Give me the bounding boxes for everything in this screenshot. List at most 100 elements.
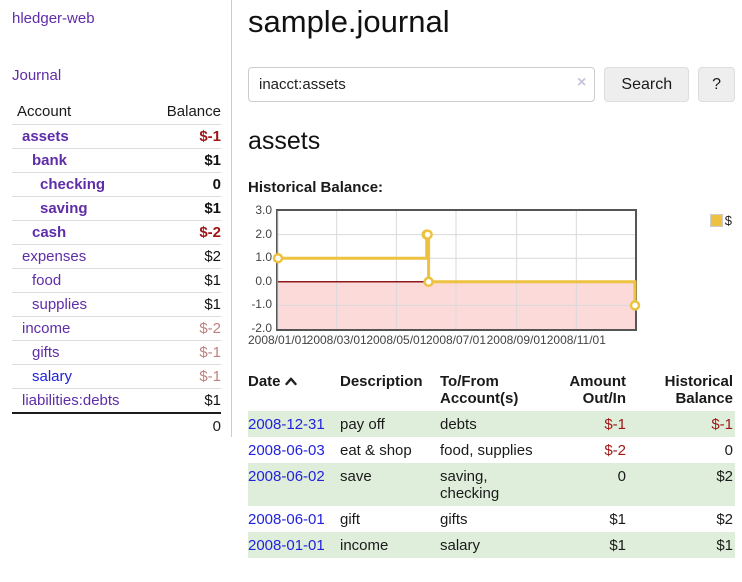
x-tick-label: 2008/03/01 (306, 333, 367, 347)
account-link[interactable]: assets (22, 128, 69, 145)
register-table: Date Description To/From Account(s) Amou… (248, 369, 735, 558)
register-header-date[interactable]: Date (248, 369, 340, 411)
x-tick-label: 2008/09/01 (486, 333, 547, 347)
transaction-accounts: saving, checking (440, 468, 500, 502)
register-header-row: Date Description To/From Account(s) Amou… (248, 369, 735, 411)
account-balance: $1 (146, 388, 221, 413)
accounts-balance-table: Account Balance assets $-1 bank $1 check… (12, 100, 221, 439)
accounts-header-account: Account (17, 103, 72, 120)
transaction-balance: 0 (724, 442, 733, 459)
account-row: salary $-1 (12, 364, 221, 389)
y-tick-label: -2.0 (251, 321, 272, 335)
chart-y-axis: 3.0 2.0 1.0 0.0 -1.0 -2.0 (248, 203, 272, 335)
transaction-date-link[interactable]: 2008-06-01 (248, 511, 325, 528)
account-balance: $1 (146, 268, 221, 293)
account-balance: $1 (146, 292, 221, 317)
clear-search-icon[interactable]: × (577, 74, 587, 91)
account-balance: $-2 (146, 220, 221, 245)
y-tick-label: 2.0 (255, 226, 272, 241)
account-link[interactable]: food (32, 272, 62, 289)
account-link[interactable]: cash (32, 224, 67, 241)
register-header-description: Description (340, 373, 423, 390)
account-link[interactable]: liabilities:debts (22, 392, 120, 409)
account-row: bank $1 (12, 148, 221, 173)
account-row: cash $-2 (12, 220, 221, 245)
account-link[interactable]: expenses (22, 248, 87, 265)
account-balance: $-1 (146, 124, 221, 149)
accounts-header-balance: Balance (166, 103, 221, 120)
transaction-date-link[interactable]: 2008-01-01 (248, 537, 325, 554)
account-row: assets $-1 (12, 124, 221, 149)
y-tick-label: 1.0 (255, 250, 272, 265)
transaction-description: gift (340, 511, 361, 528)
account-link[interactable]: saving (40, 200, 88, 217)
account-link[interactable]: supplies (32, 296, 88, 313)
account-row: supplies $1 (12, 292, 221, 317)
register-row: 2008-06-01 gift gifts $1 $2 (248, 506, 735, 532)
legend-swatch-icon (709, 214, 723, 227)
transaction-amount: $-2 (604, 442, 626, 459)
chart-legend: $ (709, 213, 732, 228)
transaction-amount: 0 (617, 468, 626, 485)
search-input[interactable] (248, 67, 596, 102)
transaction-balance: $2 (716, 468, 733, 485)
account-balance: $1 (146, 148, 221, 173)
help-button[interactable]: ? (698, 67, 735, 102)
account-link[interactable]: checking (40, 176, 106, 193)
x-tick-label: 2008/07/01 (425, 333, 487, 347)
account-row: checking 0 (12, 172, 221, 197)
y-tick-label: -1.0 (251, 297, 272, 312)
register-header-accounts: To/From Account(s) (440, 373, 519, 407)
sort-asc-icon (284, 377, 297, 386)
historical-balance-chart: 3.0 2.0 1.0 0.0 -1.0 -2.0 $ 2008/01/01 2008/03… (248, 203, 735, 350)
register-header-amount: Amount Out/In (569, 373, 626, 407)
account-balance: $-2 (146, 316, 221, 341)
transaction-description: income (340, 537, 389, 554)
chart-title: Historical Balance: (248, 179, 384, 196)
account-row: income $-2 (12, 316, 221, 341)
search-form: × Search ? (248, 67, 735, 102)
account-row: gifts $-1 (12, 340, 221, 365)
register-row: 2008-01-01 income salary $1 $1 (248, 532, 735, 558)
transaction-date-link[interactable]: 2008-06-03 (248, 442, 325, 459)
account-balance: $2 (146, 244, 221, 269)
transaction-accounts: gifts (440, 511, 468, 528)
x-tick-label: 2008/11/01 (546, 333, 606, 347)
account-link[interactable]: bank (32, 152, 68, 169)
transaction-amount: $1 (609, 537, 626, 554)
transaction-amount: $1 (609, 511, 626, 528)
y-tick-label: 0.0 (255, 273, 272, 288)
transaction-balance: $1 (716, 537, 733, 554)
register-row: 2008-12-31 pay off debts $-1 $-1 (248, 411, 735, 437)
main-content: sample.journal × Search ? assets Histori… (248, 0, 735, 558)
y-tick-label: 3.0 (255, 203, 272, 217)
account-balance: $-1 (146, 340, 221, 365)
transaction-date-link[interactable]: 2008-12-31 (248, 416, 325, 433)
register-row: 2008-06-03 eat & shop food, supplies $-2… (248, 437, 735, 463)
account-balance: 0 (146, 172, 221, 197)
legend-label: $ (724, 213, 732, 228)
accounts-total-value: 0 (146, 412, 221, 439)
x-tick-label: 2008/01/01 (247, 333, 309, 347)
chart-x-axis: 2008/01/01 2008/03/01 2008/05/01 2008/07/01… (248, 333, 639, 349)
transaction-balance: $-1 (711, 416, 733, 433)
transaction-accounts: debts (440, 416, 477, 433)
sidebar-item-journal[interactable]: Journal (12, 67, 62, 84)
account-link[interactable]: salary (32, 368, 73, 385)
transaction-balance: $2 (716, 511, 733, 528)
transaction-amount: $-1 (604, 416, 626, 433)
account-link[interactable]: gifts (32, 344, 60, 361)
register-header-balance: Historical Balance (664, 373, 733, 407)
app-brand[interactable]: hledger-web (12, 10, 95, 27)
transaction-description: save (340, 468, 372, 485)
transaction-description: pay off (340, 416, 385, 433)
account-link[interactable]: income (22, 320, 71, 337)
chart-plot[interactable] (272, 209, 641, 331)
account-balance: $1 (146, 196, 221, 221)
account-balance: $-1 (146, 364, 221, 389)
x-tick-label: 2008/05/01 (366, 333, 427, 347)
account-page-title: assets (248, 127, 321, 155)
search-button[interactable]: Search (604, 67, 690, 102)
transaction-date-link[interactable]: 2008-06-02 (248, 468, 325, 485)
sidebar: hledger-web Journal Account Balance asse… (0, 0, 232, 439)
